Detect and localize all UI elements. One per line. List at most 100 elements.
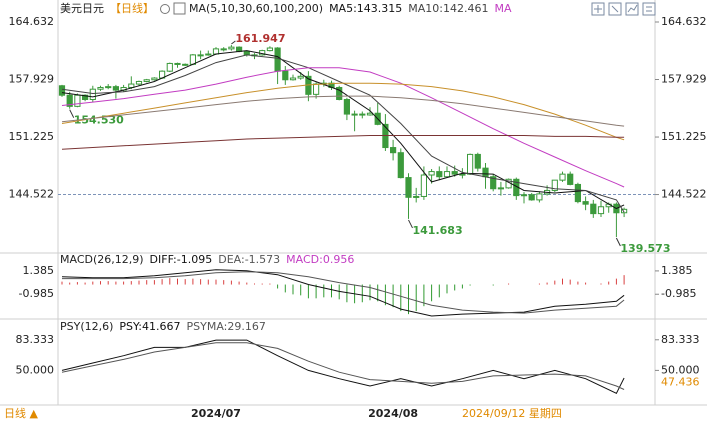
legend-item: MA5:143.315 xyxy=(329,2,402,15)
annotation: 154.530 xyxy=(74,114,124,127)
candle-body xyxy=(82,94,89,100)
series-line xyxy=(61,67,625,188)
legend-item: MA xyxy=(495,2,512,15)
candle-body xyxy=(343,98,350,115)
candle-body xyxy=(366,112,374,116)
candle-body xyxy=(420,174,427,197)
y-tick-label: -0.985 xyxy=(19,287,54,300)
candle-body xyxy=(520,194,528,197)
candle-body xyxy=(105,86,112,89)
candle-body xyxy=(289,77,297,81)
candle-body xyxy=(266,47,273,52)
series-line xyxy=(61,95,625,127)
candle-body xyxy=(428,171,435,176)
icon-button[interactable] xyxy=(625,2,639,16)
candle-body xyxy=(390,147,397,154)
candle-body xyxy=(143,79,150,82)
candle-body xyxy=(112,86,120,91)
candle-body xyxy=(436,171,443,178)
legend-item: MACD:0.956 xyxy=(286,253,354,266)
legend-item: PSY(12,6) xyxy=(60,320,113,333)
candle-body xyxy=(559,173,566,181)
candle-body xyxy=(58,85,66,96)
y-tick-label-right: 164.632 xyxy=(661,15,707,28)
x-tick-label: 2024/08 xyxy=(368,407,418,420)
y-tick-label-right: -0.985 xyxy=(661,287,696,300)
candle-body xyxy=(551,179,558,191)
series-line xyxy=(62,271,625,314)
toolbar-icons[interactable] xyxy=(591,2,656,16)
icon-button[interactable] xyxy=(642,2,656,16)
candle-body xyxy=(597,206,605,215)
y-tick-label-right: 83.333 xyxy=(661,333,700,346)
annotation-arrow xyxy=(408,219,413,229)
candle-body xyxy=(97,86,104,90)
candle-body xyxy=(567,173,574,185)
legend-item: 美元日元 xyxy=(60,2,104,15)
annotation: 139.573 xyxy=(620,242,670,255)
candle-body xyxy=(451,171,458,175)
candle-body xyxy=(243,50,250,56)
candle-body xyxy=(621,208,628,214)
legend-item: MA10:142.461 xyxy=(408,2,488,15)
annotation: 141.683 xyxy=(413,224,463,237)
candle-body xyxy=(574,183,581,203)
candle-body xyxy=(66,94,73,107)
y-tick-label-right: 50.000 xyxy=(661,363,700,376)
y-tick-label: 164.632 xyxy=(9,15,55,28)
legend-item: MACD(26,12,9) xyxy=(60,253,144,266)
candle-body xyxy=(413,195,420,198)
series-line xyxy=(61,50,625,210)
legend-item: MA(5,10,30,60,100,200) xyxy=(189,2,323,15)
candle-body xyxy=(189,54,197,65)
candle-body xyxy=(497,187,504,190)
candle-body xyxy=(397,152,404,179)
candle-body xyxy=(205,53,212,56)
candle-body xyxy=(74,94,81,107)
candle-body xyxy=(297,75,304,79)
y-tick-label: 144.522 xyxy=(9,188,55,201)
candle-body xyxy=(443,171,451,178)
candle-body xyxy=(166,62,173,72)
candle-body xyxy=(274,47,281,72)
candle-body xyxy=(536,193,543,201)
icon-glyph xyxy=(611,5,619,13)
period-button[interactable]: 日线 ▲ xyxy=(4,406,38,420)
candle-body xyxy=(336,86,343,100)
candle-body xyxy=(151,77,158,81)
annotation-arrow xyxy=(615,237,621,247)
icon-button[interactable] xyxy=(608,2,622,16)
candle-body xyxy=(582,201,589,205)
candle-body xyxy=(405,177,412,198)
candle-body xyxy=(212,48,220,55)
legend-item: PSY:41.667 xyxy=(119,320,180,333)
y-tick-label: 157.929 xyxy=(9,73,55,86)
series-line xyxy=(61,135,625,150)
series-line xyxy=(61,339,625,394)
x-tick-label: 2024/07 xyxy=(191,407,241,420)
candle-body xyxy=(174,62,181,65)
candle-body xyxy=(459,173,466,176)
y-tick-label-right: 151.225 xyxy=(661,130,707,143)
candle-body xyxy=(467,153,474,175)
icon-glyph xyxy=(627,4,638,13)
candle-body xyxy=(590,203,597,215)
icon xyxy=(160,4,170,14)
legend-item: PSYMA:29.167 xyxy=(187,320,266,333)
y-tick-label-right: 144.522 xyxy=(661,188,707,201)
candle-body xyxy=(220,48,227,51)
legend-item: 【日线】 xyxy=(110,1,154,15)
candle-body xyxy=(228,46,235,50)
marker-label: 47.436 xyxy=(661,376,700,389)
candle-body xyxy=(313,83,320,95)
candle-body xyxy=(482,167,489,178)
candle-body xyxy=(197,54,204,57)
icon-button[interactable] xyxy=(591,2,605,16)
y-tick-label: 50.000 xyxy=(16,363,55,376)
y-tick-label-right: 157.929 xyxy=(661,73,707,86)
icon xyxy=(173,2,186,15)
series-line xyxy=(61,82,625,141)
cursor-date: 2024/09/12 星期四 xyxy=(462,407,562,420)
candle-body xyxy=(359,113,366,116)
